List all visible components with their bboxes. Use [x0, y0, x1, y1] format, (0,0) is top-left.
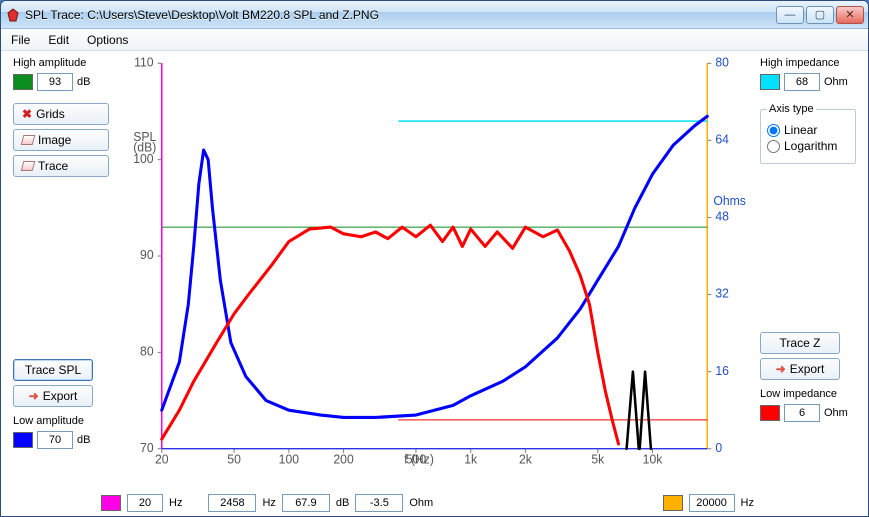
- right-freq-unit: Hz: [741, 497, 754, 509]
- svg-text:200: 200: [333, 452, 353, 466]
- chart-container: 708090100110SPL(dB)01632486480Ohms205010…: [119, 57, 750, 476]
- high-impedance-input[interactable]: [784, 73, 820, 91]
- axis-log-option[interactable]: Logarithm: [767, 139, 849, 153]
- svg-text:5k: 5k: [591, 452, 605, 466]
- svg-text:80: 80: [715, 57, 729, 69]
- eraser-icon: [21, 161, 36, 171]
- content-area: High amplitude dB ✖ Grids Image Trace Tra…: [1, 51, 868, 516]
- trace-button[interactable]: Trace: [13, 155, 109, 177]
- high-amplitude-unit: dB: [77, 76, 90, 88]
- app-window: SPL Trace: C:\Users\Steve\Desktop\Volt B…: [0, 0, 869, 517]
- marker-right-swatch[interactable]: [663, 495, 683, 511]
- high-amplitude-input[interactable]: [37, 73, 73, 91]
- high-impedance-label: High impedance: [760, 57, 856, 69]
- svg-text:2k: 2k: [519, 452, 533, 466]
- eraser-icon: [21, 135, 36, 145]
- cursor-db-unit: dB: [336, 497, 349, 509]
- image-button-label: Image: [38, 133, 71, 147]
- menu-edit[interactable]: Edit: [48, 33, 69, 47]
- svg-text:16: 16: [715, 364, 729, 378]
- axis-log-label: Logarithm: [784, 139, 837, 153]
- svg-text:32: 32: [715, 287, 729, 301]
- axis-type-group: Axis type Linear Logarithm: [760, 103, 856, 164]
- right-panel: High impedance Ohm Axis type Linear Loga…: [760, 57, 856, 422]
- svg-text:110: 110: [134, 57, 154, 69]
- axis-log-radio[interactable]: [767, 140, 780, 153]
- grids-button[interactable]: ✖ Grids: [13, 103, 109, 125]
- svg-text:20: 20: [155, 452, 169, 466]
- svg-text:70: 70: [140, 441, 154, 455]
- svg-text:f (Hz): f (Hz): [404, 452, 434, 466]
- close-button[interactable]: ✕: [836, 6, 864, 24]
- chart-svg: 708090100110SPL(dB)01632486480Ohms205010…: [119, 57, 750, 476]
- svg-text:50: 50: [227, 452, 241, 466]
- axis-linear-label: Linear: [784, 123, 817, 137]
- trace-spl-button[interactable]: Trace SPL: [13, 359, 93, 381]
- low-amplitude-swatch[interactable]: [13, 432, 33, 448]
- svg-text:Ohms: Ohms: [713, 194, 746, 208]
- low-impedance-label: Low impedance: [760, 388, 856, 400]
- titlebar: SPL Trace: C:\Users\Steve\Desktop\Volt B…: [1, 1, 868, 29]
- x-icon: ✖: [22, 107, 32, 121]
- high-amplitude-label: High amplitude: [13, 57, 109, 69]
- right-freq-group: Hz: [663, 494, 754, 512]
- menu-file[interactable]: File: [11, 33, 30, 47]
- high-amplitude-swatch[interactable]: [13, 74, 33, 90]
- cursor-db: [282, 494, 330, 512]
- svg-text:10k: 10k: [643, 452, 663, 466]
- menubar: File Edit Options: [1, 29, 868, 51]
- cursor-freq: [208, 494, 256, 512]
- window-buttons: — ▢ ✕: [776, 6, 864, 24]
- marker-left-swatch[interactable]: [101, 495, 121, 511]
- image-button[interactable]: Image: [13, 129, 109, 151]
- cursor-ohm: [355, 494, 403, 512]
- export-spl-label: Export: [43, 389, 78, 403]
- left-freq-unit: Hz: [169, 497, 182, 509]
- cursor-ohm-unit: Ohm: [409, 497, 433, 509]
- app-icon: [5, 7, 21, 23]
- maximize-button[interactable]: ▢: [806, 6, 834, 24]
- low-amplitude-input[interactable]: [37, 431, 73, 449]
- right-freq-input[interactable]: [689, 494, 735, 512]
- menu-options[interactable]: Options: [87, 33, 128, 47]
- window-title: SPL Trace: C:\Users\Steve\Desktop\Volt B…: [25, 8, 776, 22]
- export-z-button[interactable]: ➜ Export: [760, 358, 840, 380]
- trace-button-label: Trace: [38, 159, 68, 173]
- left-panel: High amplitude dB ✖ Grids Image Trace Tra…: [13, 57, 109, 449]
- trace-z-label: Trace Z: [780, 336, 821, 350]
- export-spl-button[interactable]: ➜ Export: [13, 385, 93, 407]
- grids-button-label: Grids: [36, 107, 65, 121]
- svg-text:80: 80: [140, 344, 154, 358]
- low-amplitude-unit: dB: [77, 434, 90, 446]
- svg-text:1k: 1k: [464, 452, 478, 466]
- left-freq-input[interactable]: [127, 494, 163, 512]
- bottom-readout: Hz Hz dB Ohm: [101, 494, 433, 512]
- arrow-right-icon: ➜: [29, 389, 39, 403]
- trace-z-button[interactable]: Trace Z: [760, 332, 840, 354]
- minimize-button[interactable]: —: [776, 6, 804, 24]
- low-amplitude-label: Low amplitude: [13, 415, 109, 427]
- low-impedance-unit: Ohm: [824, 407, 848, 419]
- svg-text:64: 64: [715, 132, 729, 146]
- axis-type-legend: Axis type: [767, 103, 816, 115]
- axis-linear-option[interactable]: Linear: [767, 123, 849, 137]
- high-impedance-swatch[interactable]: [760, 74, 780, 90]
- high-impedance-unit: Ohm: [824, 76, 848, 88]
- trace-spl-label: Trace SPL: [25, 363, 81, 377]
- svg-text:90: 90: [140, 248, 154, 262]
- cursor-freq-unit: Hz: [262, 497, 275, 509]
- svg-text:100: 100: [279, 452, 299, 466]
- svg-text:(dB): (dB): [133, 140, 156, 154]
- low-impedance-input[interactable]: [784, 404, 820, 422]
- export-z-label: Export: [790, 362, 825, 376]
- arrow-right-icon: ➜: [776, 362, 786, 376]
- svg-text:0: 0: [715, 441, 722, 455]
- low-impedance-swatch[interactable]: [760, 405, 780, 421]
- svg-text:48: 48: [715, 209, 729, 223]
- axis-linear-radio[interactable]: [767, 124, 780, 137]
